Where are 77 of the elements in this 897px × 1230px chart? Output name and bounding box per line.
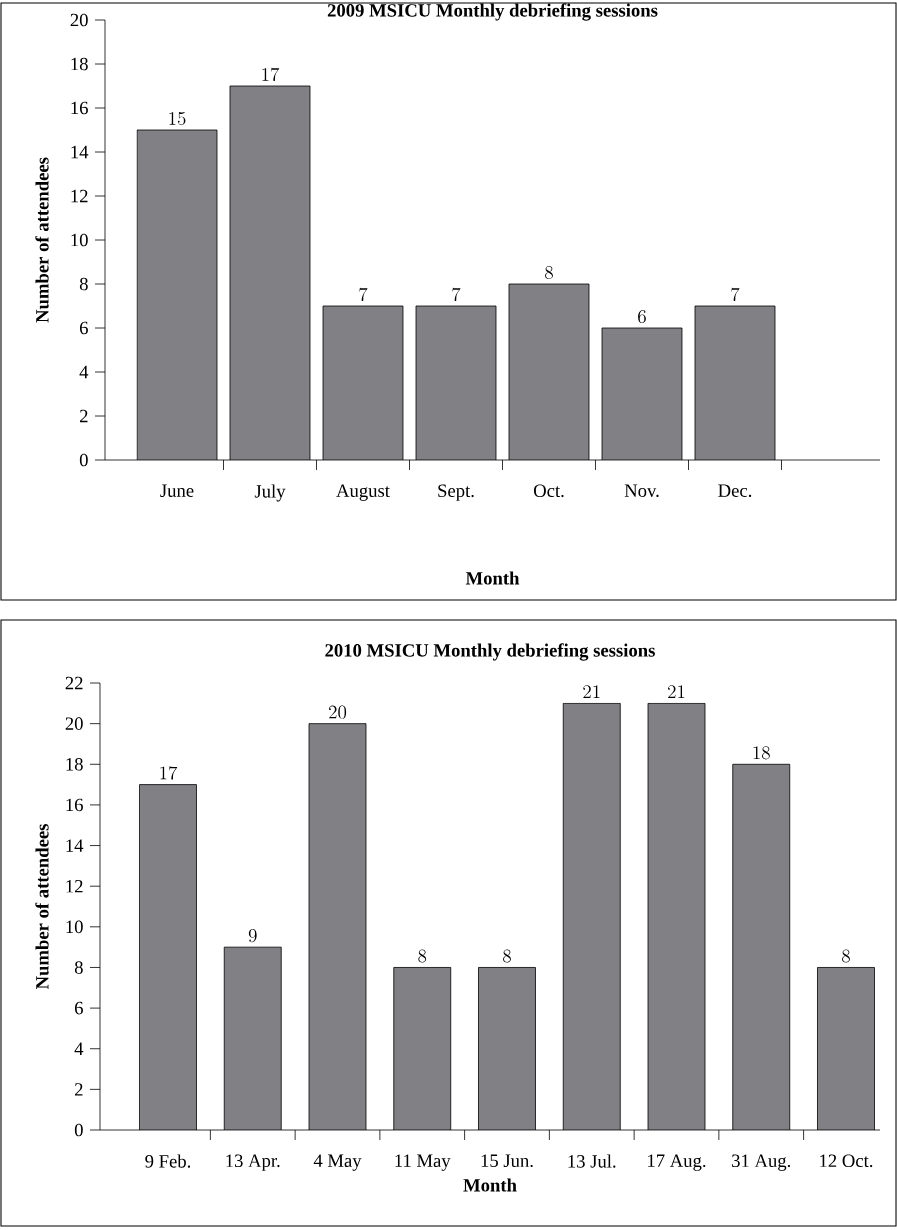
y-tick-label: 14 (71, 145, 89, 159)
y-tick-label: 12 (66, 880, 83, 893)
x-tick-label: 15 Jun. (481, 1154, 533, 1168)
data-label: 9 (248, 929, 257, 943)
data-label: 7 (452, 287, 461, 302)
y-tick-label: 2 (74, 1083, 83, 1096)
data-label: 21 (668, 685, 685, 699)
data-label: 8 (842, 949, 850, 963)
y-tick-label: 10 (71, 233, 88, 247)
y-tick-label: 12 (71, 189, 88, 203)
bar (732, 764, 790, 1131)
x-tick-label: 12 Oct. (820, 1154, 873, 1168)
y-tick-label: 20 (70, 13, 88, 27)
x-tick-label: 13 Apr. (226, 1154, 280, 1171)
data-label: 17 (262, 67, 280, 82)
y-tick-label: 2 (79, 409, 88, 423)
data-label: 8 (418, 949, 427, 963)
x-tick-label: June (160, 484, 194, 497)
y-tick-label: 8 (74, 961, 83, 974)
y-axis-title: Number of attendees (35, 824, 49, 990)
x-tick-label: Nov. (624, 484, 659, 497)
data-label: 8 (503, 949, 511, 963)
bar (694, 305, 776, 461)
data-label: 18 (753, 746, 770, 760)
bar (393, 967, 451, 1131)
x-tick-label: July (254, 484, 286, 502)
x-tick-label: Dec. (718, 484, 752, 497)
bar (509, 284, 589, 461)
y-tick-label: 18 (71, 57, 88, 71)
bar (648, 703, 705, 1131)
y-tick-label: 4 (74, 1042, 84, 1055)
y-axis-title: Number of attendees (35, 157, 49, 323)
x-tick-label: August (336, 484, 390, 501)
y-tick-label: 4 (79, 365, 89, 379)
y-tick-label: 22 (65, 676, 83, 690)
y-tick-label: 18 (66, 757, 83, 771)
y-tick-label: 20 (65, 717, 83, 730)
data-label: 7 (359, 287, 368, 302)
data-label: 15 (169, 111, 186, 126)
y-tick-label: 14 (66, 839, 84, 852)
bar (139, 784, 197, 1131)
bar (137, 130, 217, 461)
data-label: 7 (731, 287, 740, 302)
bar (230, 86, 310, 461)
data-label: 21 (583, 685, 600, 699)
chart-title: 2009 MSICU Monthly debriefing sessions (327, 3, 658, 21)
x-tick-label: 11 May (395, 1154, 451, 1171)
bar (323, 306, 403, 461)
chart-title: 2010 MSICU Monthly debriefing sessions (325, 643, 655, 661)
y-tick-label: 6 (74, 1001, 83, 1015)
y-tick-label: 0 (74, 1123, 83, 1137)
x-tick-label: 31 Aug. (732, 1154, 791, 1171)
x-tick-label: Sept. (438, 484, 474, 501)
data-label: 20 (329, 705, 347, 719)
data-label: 8 (545, 265, 553, 280)
bar (563, 703, 621, 1131)
data-label: 17 (160, 766, 178, 780)
y-tick-label: 16 (66, 798, 83, 812)
bar (602, 328, 682, 461)
y-tick-label: 16 (71, 101, 88, 115)
y-tick-label: 0 (79, 453, 88, 467)
x-tick-label: 4 May (313, 1154, 362, 1171)
x-tick-label: 17 Aug. (648, 1154, 706, 1171)
bar (478, 967, 536, 1131)
x-tick-label: Oct. (533, 484, 564, 498)
y-tick-label: 8 (79, 277, 88, 291)
data-label: 6 (638, 309, 646, 324)
bar (416, 306, 496, 461)
y-tick-label: 10 (66, 920, 83, 934)
x-axis-title: Month (463, 1178, 517, 1192)
bar (224, 947, 282, 1131)
x-axis-title: Month (465, 571, 520, 585)
bar (817, 967, 875, 1131)
bar (309, 723, 366, 1131)
y-tick-label: 6 (79, 321, 88, 335)
x-tick-label: 13 Jul. (568, 1154, 616, 1168)
x-tick-label: 9 Feb. (145, 1154, 191, 1168)
